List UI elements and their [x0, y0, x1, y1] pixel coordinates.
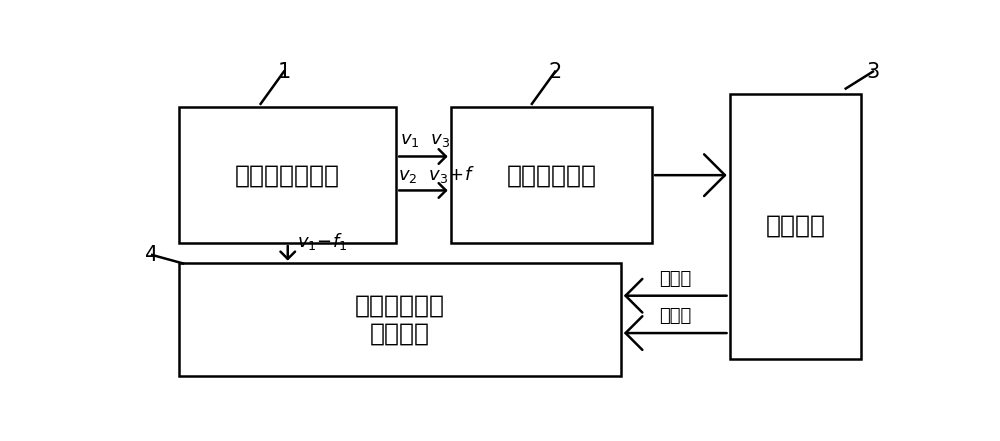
Text: 4: 4: [146, 245, 159, 265]
Text: 3: 3: [866, 62, 880, 82]
Text: 激光调制模块: 激光调制模块: [506, 163, 596, 187]
Bar: [179, 107, 396, 243]
Bar: [179, 263, 621, 376]
Text: $v_2\ \ v_3\!+\!f$: $v_2\ \ v_3\!+\!f$: [398, 164, 475, 185]
Text: 参考光: 参考光: [659, 270, 691, 288]
Text: 1: 1: [277, 62, 290, 82]
Text: 光信号接收及
处理模块: 光信号接收及 处理模块: [355, 294, 445, 345]
Bar: [450, 107, 652, 243]
Text: $v_1\!-\!f_1$: $v_1\!-\!f_1$: [297, 231, 348, 251]
Text: 测量光路: 测量光路: [765, 214, 825, 238]
Text: 多频率发生模块: 多频率发生模块: [235, 163, 340, 187]
Text: $v_1\ \ v_3$: $v_1\ \ v_3$: [400, 131, 451, 149]
Text: 2: 2: [548, 62, 562, 82]
Text: 测量光: 测量光: [659, 307, 691, 325]
Bar: [730, 93, 861, 359]
